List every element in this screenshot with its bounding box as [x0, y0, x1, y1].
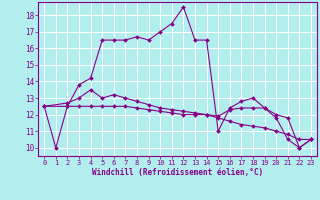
X-axis label: Windchill (Refroidissement éolien,°C): Windchill (Refroidissement éolien,°C) [92, 168, 263, 177]
